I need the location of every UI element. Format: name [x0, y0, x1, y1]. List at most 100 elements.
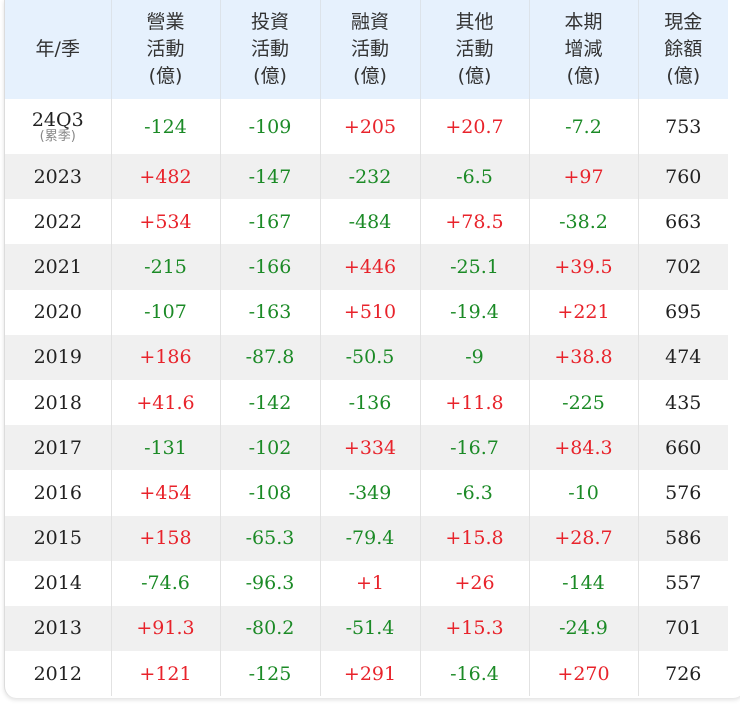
operating-cell: +454 [110, 470, 220, 516]
header-label: 其他 [455, 10, 494, 33]
other-cell: -6.5 [419, 154, 529, 200]
header-label: 營業 [146, 10, 185, 33]
header-change: 本期 增減 (億) [528, 0, 638, 99]
other-cell: -9 [419, 334, 529, 380]
investing-cell: -65.3 [219, 515, 320, 561]
header-label: 活動 [350, 37, 389, 60]
header-label: 餘額 [664, 37, 703, 60]
period-label: 2019 [33, 346, 82, 369]
cash-cell: 435 [637, 379, 728, 426]
period-label: 2015 [33, 527, 82, 550]
operating-cell: +121 [110, 651, 220, 697]
change-cell: -24.9 [528, 605, 638, 652]
other-cell: -16.4 [419, 651, 529, 697]
investing-cell: -102 [219, 425, 320, 471]
header-label: 現金 [664, 10, 703, 33]
period-label: 2014 [33, 572, 82, 595]
header-label: (億) [253, 64, 287, 87]
financing-cell: -232 [319, 154, 420, 200]
period-cell: 2013 [5, 605, 111, 652]
header-cash: 現金餘額 (億) [637, 0, 728, 99]
other-cell: +11.8 [419, 379, 529, 426]
header-label: (億) [148, 64, 183, 87]
financing-cell: +510 [319, 289, 420, 335]
cash-flow-card: 年/季 營業 活動 (億) 投資 活動 (億) 融資 活動 (億) 其他 活動 (億) 本期 增減… [4, 0, 740, 698]
cash-cell: 695 [637, 289, 728, 335]
header-label: (億) [457, 64, 492, 87]
header-label: (億) [353, 64, 387, 87]
header-other: 其他活動 (億) [419, 0, 529, 99]
table-row: 2014 -74.6 -96.3 +1 +26 -144 557 [5, 560, 728, 606]
financing-cell: +291 [319, 651, 420, 697]
other-cell: +15.8 [419, 515, 529, 561]
financing-cell: -51.4 [319, 605, 420, 652]
table-row: 2013 +91.3 -80.2 -51.4 +15.3 -24.9 701 [5, 605, 728, 652]
operating-cell: -131 [110, 425, 220, 471]
change-cell: +270 [528, 651, 638, 697]
header-label: (億) [666, 64, 701, 87]
cash-cell: 726 [637, 651, 728, 697]
other-cell: -16.7 [419, 425, 529, 471]
table-row: 2023 +482 -147 -232 -6.5 +97 760 [5, 154, 728, 200]
period-label: 2012 [33, 662, 82, 685]
table-row: 2012 +121 -125 +291 -16.4 +270 726 [5, 651, 728, 697]
financing-cell: +334 [319, 425, 420, 471]
period-label: 2016 [33, 481, 82, 504]
header-row: 年/季 營業 活動 (億) 投資 活動 (億) 融資 活動 (億) 其他 活動 (億) 本期 增減… [5, 0, 728, 99]
cash-cell: 557 [637, 560, 728, 606]
period-sublabel: (累季) [39, 128, 76, 144]
period-cell: 2022 [5, 199, 111, 244]
financing-cell: +446 [319, 244, 420, 290]
other-cell: +78.5 [419, 199, 529, 245]
investing-cell: -147 [219, 154, 320, 200]
operating-cell: +91.3 [110, 605, 220, 652]
financing-cell: -349 [319, 470, 420, 516]
period-cell: 2018 [5, 380, 111, 425]
cash-cell: 663 [637, 199, 728, 245]
header-label: 投資 [250, 10, 289, 33]
investing-cell: -80.2 [219, 605, 320, 652]
change-cell: +38.8 [528, 334, 638, 380]
operating-cell: +186 [110, 334, 220, 380]
table-row: 2018 +41.6 -142 -136 +11.8 -225 435 [5, 379, 728, 426]
change-cell: +97 [528, 154, 638, 200]
investing-cell: -166 [219, 244, 320, 290]
header-label: 年/季 [35, 37, 80, 60]
cash-cell: 753 [637, 99, 728, 154]
period-cell: 2014 [5, 561, 111, 606]
cash-cell: 474 [637, 334, 728, 380]
investing-cell: -109 [219, 99, 320, 154]
period-cell: 2017 [5, 425, 111, 471]
header-label: (億) [566, 64, 601, 87]
operating-cell: -124 [110, 99, 220, 154]
cash-flow-table: 年/季 營業 活動 (億) 投資 活動 (億) 融資 活動 (億) 其他 活動 (億) 本期 增減… [5, 0, 728, 697]
other-cell: +15.3 [419, 605, 529, 652]
period-cell: 2015 [5, 515, 111, 561]
operating-cell: +534 [110, 199, 220, 245]
period-cell: 2016 [5, 470, 111, 515]
change-cell: +84.3 [528, 425, 638, 471]
operating-cell: +158 [110, 515, 220, 561]
change-cell: -7.2 [528, 99, 638, 154]
financing-cell: -136 [319, 379, 420, 426]
operating-cell: -215 [110, 244, 220, 290]
header-period: 年/季 [5, 0, 111, 99]
period-cell: 2023 [5, 154, 111, 200]
financing-cell: -50.5 [319, 334, 420, 380]
header-label: 融資 [350, 10, 389, 33]
other-cell: +26 [419, 560, 529, 606]
period-cell: 2019 [5, 334, 111, 380]
operating-cell: -107 [110, 289, 220, 335]
financing-cell: -79.4 [319, 515, 420, 561]
cash-cell: 702 [637, 244, 728, 290]
header-label: 增減 [564, 37, 603, 60]
change-cell: +28.7 [528, 515, 638, 561]
cash-cell: 576 [637, 470, 728, 516]
other-cell: -19.4 [419, 289, 529, 335]
table-row: 2021 -215 -166 +446 -25.1 +39.5 702 [5, 244, 728, 290]
change-cell: +39.5 [528, 244, 638, 290]
change-cell: -10 [528, 470, 638, 516]
other-cell: -6.3 [419, 470, 529, 516]
header-label: 活動 [455, 37, 494, 60]
period-label: 2018 [33, 391, 82, 414]
